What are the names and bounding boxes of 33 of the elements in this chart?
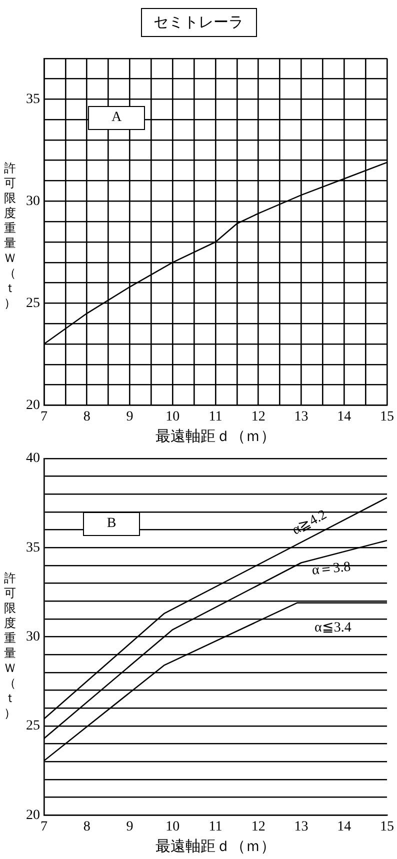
x-tick-label: 9 [126,819,134,834]
x-tick-label: 14 [337,409,352,424]
y-tick-label: 30 [26,194,40,209]
y-tick-label: 20 [26,398,40,413]
x-tick-label: 8 [83,819,90,834]
x-tick-label: 13 [294,409,308,424]
y-tick-label: 25 [26,296,40,311]
x-tick-label: 10 [166,819,180,834]
y-tick-label: 20 [26,808,40,823]
x-axis-title: 最遠軸距ｄ（ｍ） [156,428,276,445]
x-tick-label: 9 [126,409,134,424]
x-tick-label: 12 [251,819,266,834]
y-tick-label: 40 [26,451,40,466]
x-tick-label: 15 [380,409,394,424]
x-tick-label: 11 [208,819,222,834]
y-tick-label: 30 [26,629,40,644]
x-tick-label: 11 [208,409,222,424]
x-tick-label: 7 [40,409,48,424]
x-tick-label: 7 [40,819,48,834]
y-tick-label: 35 [26,92,40,107]
series-label: α≦3.4 [314,620,352,636]
text: 許可限度重量Ｗ（ｔ） [4,161,16,310]
x-tick-label: 8 [83,409,90,424]
x-axis-title: 最遠軸距ｄ（ｍ） [156,838,276,855]
y-tick-label: 25 [26,718,40,734]
x-tick-label: 15 [380,819,394,834]
y-tick-label: 35 [26,540,40,556]
x-tick-label: 12 [251,409,266,424]
x-tick-label: 13 [294,819,308,834]
text: 許可限度重量Ｗ（ｔ） [4,571,16,720]
x-tick-label: 14 [337,819,352,834]
x-tick-label: 10 [166,409,180,424]
chart-title: セミトレーラ [140,8,256,37]
